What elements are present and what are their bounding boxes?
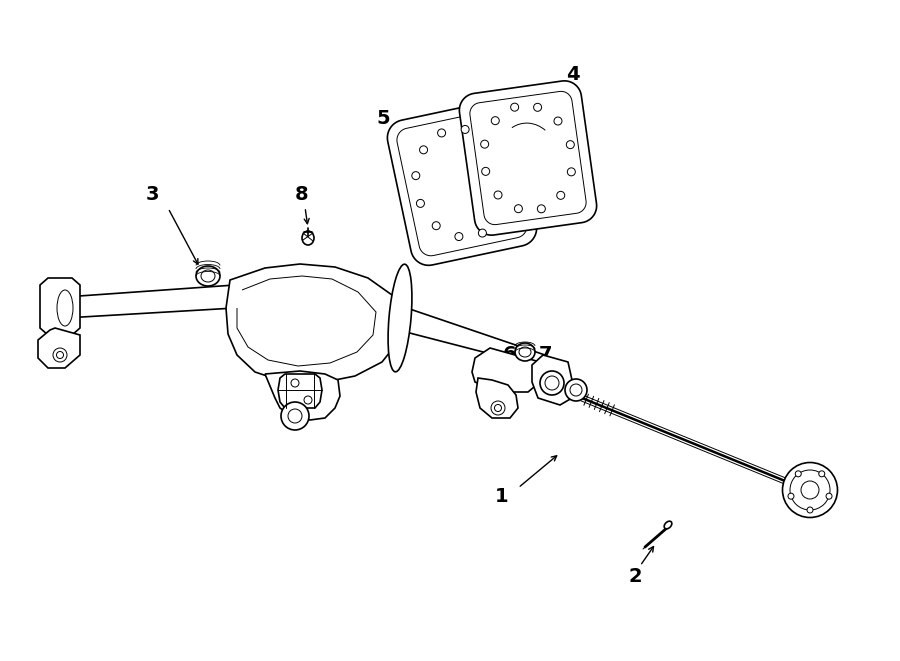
Ellipse shape	[790, 470, 830, 510]
Ellipse shape	[302, 231, 314, 245]
Ellipse shape	[664, 521, 671, 529]
Ellipse shape	[801, 481, 819, 499]
Ellipse shape	[201, 270, 215, 282]
Ellipse shape	[566, 141, 574, 149]
Ellipse shape	[281, 402, 309, 430]
Ellipse shape	[570, 384, 582, 396]
Ellipse shape	[788, 493, 794, 499]
Ellipse shape	[504, 186, 512, 194]
Ellipse shape	[557, 191, 564, 200]
Ellipse shape	[57, 352, 64, 358]
Ellipse shape	[510, 103, 518, 111]
Ellipse shape	[412, 172, 419, 180]
Ellipse shape	[417, 200, 425, 208]
Ellipse shape	[437, 129, 446, 137]
Ellipse shape	[515, 343, 535, 361]
Text: 7: 7	[538, 346, 552, 364]
Ellipse shape	[482, 167, 490, 175]
Polygon shape	[472, 348, 540, 392]
Ellipse shape	[291, 379, 299, 387]
Ellipse shape	[454, 233, 463, 241]
Text: 1: 1	[495, 488, 508, 506]
Polygon shape	[398, 305, 545, 368]
Ellipse shape	[51, 283, 79, 333]
Text: 8: 8	[295, 186, 309, 204]
Ellipse shape	[432, 221, 440, 229]
Ellipse shape	[57, 290, 73, 326]
Ellipse shape	[796, 471, 801, 477]
Ellipse shape	[540, 371, 564, 395]
Ellipse shape	[288, 409, 302, 423]
Ellipse shape	[419, 146, 428, 154]
Ellipse shape	[304, 396, 312, 404]
Polygon shape	[387, 100, 536, 265]
Ellipse shape	[545, 376, 559, 390]
Ellipse shape	[537, 205, 545, 213]
Polygon shape	[532, 355, 572, 405]
Ellipse shape	[819, 471, 824, 477]
Ellipse shape	[565, 379, 587, 401]
Ellipse shape	[461, 126, 469, 134]
Ellipse shape	[494, 405, 501, 412]
Ellipse shape	[484, 136, 491, 144]
Ellipse shape	[500, 159, 508, 167]
Text: 2: 2	[628, 568, 642, 586]
Text: 5: 5	[376, 108, 390, 128]
Text: 3: 3	[145, 186, 158, 204]
Polygon shape	[226, 264, 402, 383]
Polygon shape	[397, 110, 527, 256]
Ellipse shape	[491, 401, 505, 415]
Polygon shape	[265, 371, 340, 420]
Ellipse shape	[497, 212, 504, 220]
Ellipse shape	[782, 463, 838, 518]
Polygon shape	[470, 91, 586, 225]
Ellipse shape	[515, 205, 522, 213]
Polygon shape	[40, 278, 80, 335]
Ellipse shape	[491, 116, 500, 125]
Ellipse shape	[196, 266, 220, 286]
Ellipse shape	[567, 168, 575, 176]
Polygon shape	[278, 374, 322, 408]
Ellipse shape	[826, 493, 832, 499]
Ellipse shape	[53, 348, 67, 362]
Ellipse shape	[481, 140, 489, 148]
Ellipse shape	[519, 347, 531, 357]
Ellipse shape	[534, 103, 542, 111]
Polygon shape	[237, 276, 376, 366]
Ellipse shape	[494, 191, 502, 199]
Ellipse shape	[479, 229, 486, 237]
Polygon shape	[38, 328, 80, 368]
Polygon shape	[65, 285, 235, 318]
Text: 6: 6	[503, 346, 517, 364]
Polygon shape	[459, 81, 597, 235]
Ellipse shape	[807, 507, 813, 513]
Ellipse shape	[388, 264, 412, 371]
Polygon shape	[476, 378, 518, 418]
Ellipse shape	[554, 117, 562, 125]
Text: 4: 4	[566, 65, 580, 85]
